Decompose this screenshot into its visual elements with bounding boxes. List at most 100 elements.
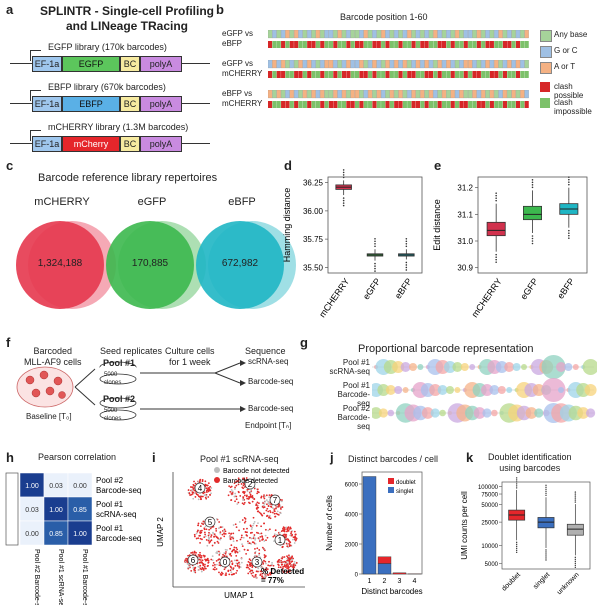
umap-point xyxy=(250,537,253,540)
b-base-cell xyxy=(337,60,342,69)
legend-not-dot xyxy=(214,467,220,473)
g-bubble xyxy=(577,407,590,419)
umap-point xyxy=(254,552,256,554)
b-base-cell xyxy=(476,60,482,69)
k-outlier xyxy=(515,487,518,489)
h-col-label: Pool #1 Barcode-seq xyxy=(81,549,88,605)
b-base-cell xyxy=(515,60,521,69)
umap-point xyxy=(199,541,201,544)
b-base-cell xyxy=(367,30,373,39)
umap-point xyxy=(200,554,203,557)
umap-point xyxy=(242,480,245,482)
library-name-1: EBFP library (670k barcodes) xyxy=(48,82,166,92)
b-base-cell xyxy=(341,30,347,39)
b-base-cell xyxy=(268,30,273,39)
k-outlier xyxy=(574,493,577,495)
umap-point xyxy=(242,482,245,485)
umap-point xyxy=(199,530,202,532)
g-bubble xyxy=(473,407,486,419)
b-base-cell xyxy=(411,30,416,39)
panel-i-label: i xyxy=(152,450,156,465)
g-bubble xyxy=(564,363,573,371)
b-base-cell xyxy=(424,30,429,39)
umap-point xyxy=(206,495,209,498)
umap-point xyxy=(215,529,218,532)
umap-point xyxy=(244,518,247,520)
umap-point xyxy=(263,522,265,525)
panel-k-label: k xyxy=(466,450,474,465)
umap-point xyxy=(206,557,209,560)
umap-point xyxy=(288,542,290,545)
umap-point xyxy=(260,496,263,499)
b-base-cell xyxy=(285,60,290,69)
k-outlier xyxy=(574,495,577,497)
umap-point xyxy=(207,482,210,485)
b-clash-cell xyxy=(294,71,299,78)
b-base-cell xyxy=(302,90,307,99)
promoter-arrow-0 xyxy=(30,50,41,61)
umap-point xyxy=(268,514,271,517)
umap-point xyxy=(294,536,297,539)
umap-point xyxy=(279,566,282,569)
umap-point xyxy=(246,534,249,537)
b-legend-label-0: Any base xyxy=(554,30,588,39)
b-base-cell xyxy=(350,60,355,69)
umap-point xyxy=(243,548,246,551)
umap-point xyxy=(200,570,203,573)
f-cells-text: MLL-AF9 cells xyxy=(24,357,82,367)
umap-point xyxy=(230,544,233,547)
b-clash-cell xyxy=(289,41,294,48)
umap-point xyxy=(203,527,206,530)
umap-point xyxy=(246,564,249,567)
k-outlier xyxy=(545,559,547,561)
umap-point xyxy=(259,574,262,577)
umap-point xyxy=(235,480,238,483)
b-clash-cell xyxy=(507,71,512,78)
umap-point xyxy=(205,539,208,541)
library-name-0: EGFP library (170k barcodes) xyxy=(48,42,167,52)
umap-point xyxy=(237,491,240,494)
umap-point xyxy=(253,534,256,536)
j-legend-swatch xyxy=(388,487,394,493)
umap-point xyxy=(215,559,218,562)
umap-point xyxy=(238,521,241,523)
b-base-cell xyxy=(315,60,321,69)
umap-point xyxy=(263,502,266,505)
umap-point xyxy=(253,520,256,523)
umap-point xyxy=(268,560,270,563)
b-clash-cell xyxy=(411,41,416,48)
umap-point xyxy=(189,494,192,496)
b-base-cell xyxy=(311,90,316,99)
k-outlier xyxy=(545,488,547,490)
panel-h-title: Pearson correlation xyxy=(38,452,117,462)
cluster-marker xyxy=(187,554,199,566)
b-base-cell xyxy=(372,30,377,39)
b-base-cell xyxy=(463,60,468,69)
umap-point xyxy=(213,563,216,566)
outlier xyxy=(374,245,376,248)
umap-point xyxy=(275,534,278,536)
umap-point xyxy=(231,562,234,565)
umap-point xyxy=(218,538,220,541)
k-outlier xyxy=(515,481,518,483)
umap-point xyxy=(218,521,221,523)
umap-point xyxy=(278,531,281,534)
umap-point xyxy=(224,548,227,551)
umap-point xyxy=(224,532,227,535)
umap-point xyxy=(273,534,276,537)
k-outlier xyxy=(545,555,547,557)
b-base-cell xyxy=(502,30,508,39)
b-clash-cell xyxy=(389,101,394,108)
k-ytick-label: 5000 xyxy=(485,562,499,568)
b-base-cell xyxy=(315,30,321,39)
h-cell xyxy=(67,520,93,546)
umap-point xyxy=(238,550,241,553)
k-outlier xyxy=(515,549,518,552)
umap-point xyxy=(207,539,210,542)
b-clash-cell xyxy=(515,41,521,48)
k-outlier xyxy=(545,557,547,559)
b-clash-cell xyxy=(368,71,373,78)
umap-point xyxy=(268,516,270,519)
b-clash-cell xyxy=(424,41,429,48)
b-clash-cell xyxy=(315,101,320,108)
